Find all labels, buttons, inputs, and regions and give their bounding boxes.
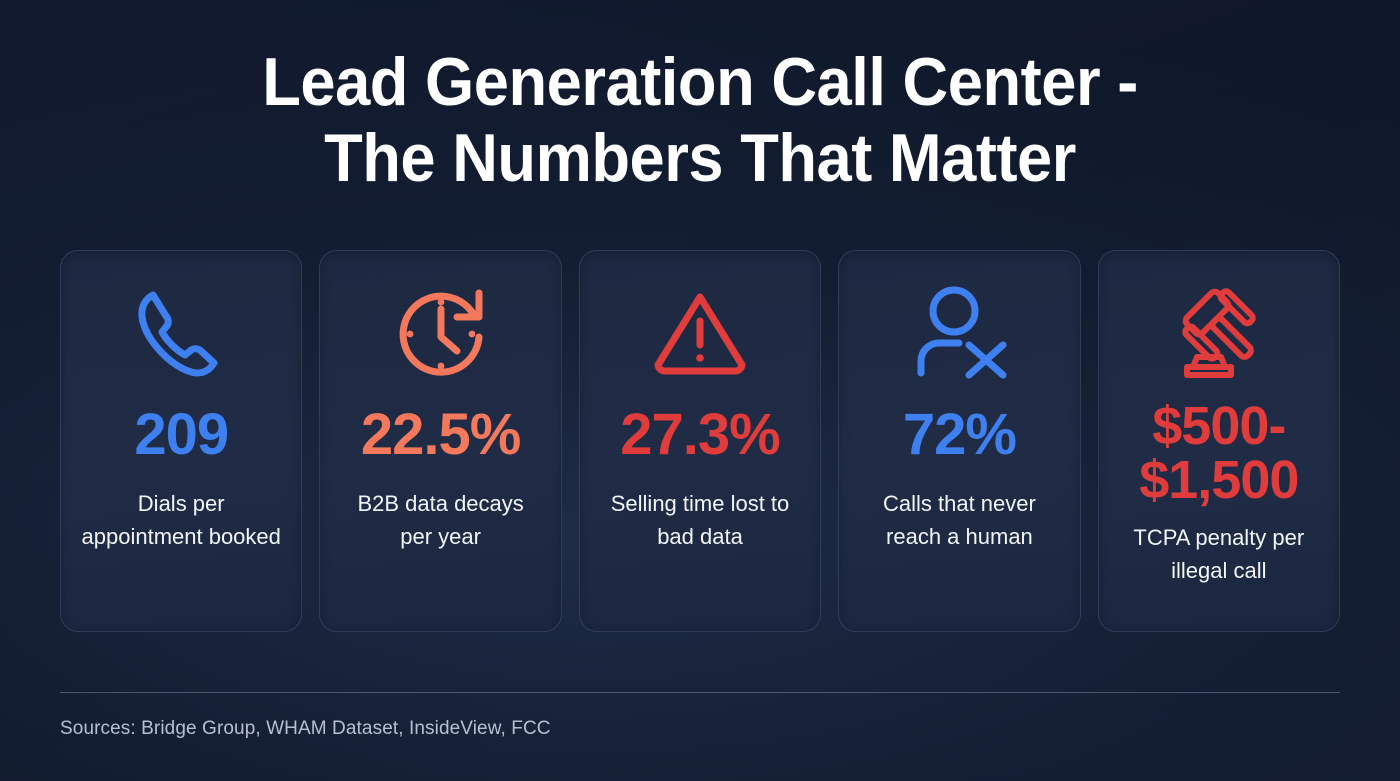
sources-text: Sources: Bridge Group, WHAM Dataset, Ins… [60,718,551,739]
stat-value: 72% [902,402,1017,467]
phone-icon [129,277,233,389]
stat-card-tcpa-penalty: $500- $1,500 TCPA penalty per illegal ca… [1097,250,1341,632]
stat-label: TCPA penalty per illegal call [1133,525,1305,583]
warning-triangle-icon [648,277,752,389]
stat-value: 209 [134,402,229,467]
title-line-1: Lead Generation Call Center - [262,44,1138,120]
gavel-icon [1167,277,1271,389]
stat-value: 22.5% [360,402,521,467]
page-title: Lead Generation Call Center - The Number… [0,44,1400,196]
stat-label: Calls that never reach a human [882,491,1036,549]
stat-card-data-decay: 22.5% B2B data decays per year [319,250,562,632]
stat-card-unanswered-calls: 72% Calls that never reach a human [838,250,1081,632]
stat-label: Selling time lost to bad data [610,491,790,549]
stat-label: B2B data decays per year [357,491,524,549]
stat-label: Dials per appointment booked [81,491,281,549]
stat-value: $500- $1,500 [1139,396,1299,510]
footer-divider [60,692,1340,693]
stat-value: 27.3% [620,402,780,467]
stat-card-selling-time: 27.3% Selling time lost to bad data [578,250,822,632]
stat-card-row: 209 Dials per appointment booked 22.5% B… [60,250,1341,632]
title-line-2: The Numbers That Matter [324,120,1076,196]
user-x-icon [907,277,1011,389]
stat-card-dials: 209 Dials per appointment booked [60,250,303,632]
clock-refresh-icon [389,277,493,389]
